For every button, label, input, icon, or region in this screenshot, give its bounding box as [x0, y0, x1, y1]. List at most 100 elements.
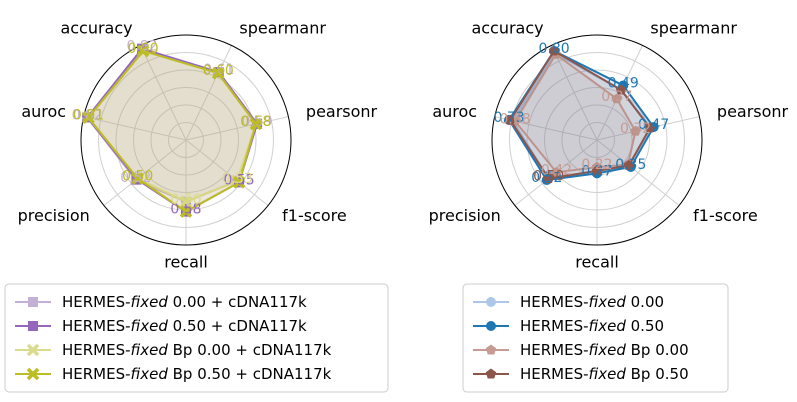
value-label: 0.47: [638, 117, 669, 133]
axis-label: pearsonr: [717, 102, 789, 121]
value-label: 0.81: [73, 108, 104, 124]
axis-label: spearmanr: [239, 19, 326, 38]
marker: [551, 166, 562, 177]
value-label: 0.50: [533, 169, 564, 185]
legend-label: HERMES-fixed 0.00 + cDNA117k: [62, 293, 307, 311]
axis-label: spearmanr: [650, 19, 737, 38]
legend-label-part: fixed: [131, 365, 169, 383]
legend-label-part: fixed: [589, 341, 627, 359]
marker: [548, 45, 560, 56]
legend-label-part: fixed: [131, 317, 169, 335]
legend-box: [4, 283, 389, 393]
marker: [505, 114, 516, 125]
marker: [630, 125, 641, 136]
legend-label: HERMES-fixed 0.50 + cDNA117k: [62, 317, 307, 335]
spoke: [185, 139, 269, 206]
axis-label: auroc: [432, 102, 477, 121]
marker: [179, 205, 193, 218]
legend-label-part: Bp 0.00 + cDNA117k: [168, 341, 332, 359]
legend-label-part: 0.00 + cDNA117k: [168, 293, 307, 311]
series-line: [513, 52, 637, 174]
legend-label-part: Bp 0.50 + cDNA117k: [168, 365, 332, 383]
value-label: 0.52: [531, 170, 562, 186]
spoke: [185, 116, 289, 141]
axis-label: f1-score: [693, 206, 758, 225]
marker: [232, 176, 246, 189]
legend-label-part: fixed: [589, 293, 627, 311]
marker: [26, 367, 40, 381]
spoke: [596, 139, 680, 206]
value-label: 0.59: [241, 114, 272, 130]
legend-label-part: HERMES-: [62, 293, 131, 311]
marker: [136, 44, 150, 58]
legend-label-part: 0.50: [626, 317, 664, 335]
legend-label-part: Bp 0.50: [626, 365, 689, 383]
spoke: [103, 139, 187, 206]
axis-label: f1-score: [282, 206, 347, 225]
marker: [82, 111, 95, 124]
legend-label-part: fixed: [589, 317, 627, 335]
area: [87, 48, 258, 202]
legend-label: HERMES-fixed Bp 0.50 + cDNA117k: [62, 365, 332, 383]
axis-label: precision: [429, 206, 501, 225]
marker: [211, 66, 225, 80]
legend-label: HERMES-fixed 0.00: [520, 293, 664, 311]
value-label: 0.60: [203, 63, 234, 79]
legend-label-part: HERMES-: [520, 317, 589, 335]
marker: [611, 93, 623, 104]
legend-label-part: Bp 0.00: [626, 341, 689, 359]
axis-label: precision: [18, 206, 90, 225]
value-label: 0.27: [581, 163, 612, 179]
marker: [486, 321, 496, 331]
marker: [485, 368, 497, 379]
legend-label-part: fixed: [131, 293, 169, 311]
value-label: 0.55: [224, 172, 255, 188]
legend-label-part: HERMES-: [62, 365, 131, 383]
marker: [131, 172, 144, 185]
value-label: 0.52: [120, 170, 151, 186]
axis-label: recall: [575, 253, 619, 272]
marker: [615, 84, 627, 95]
legend-label-part: HERMES-: [520, 293, 589, 311]
value-label: 0.82: [126, 39, 157, 55]
marker: [644, 122, 656, 133]
spoke: [139, 45, 187, 141]
legend-label-part: 0.50 + cDNA117k: [168, 317, 307, 335]
marker: [179, 195, 193, 209]
marker: [28, 321, 38, 331]
spoke: [83, 116, 187, 141]
legend-label-part: HERMES-: [62, 317, 131, 335]
marker: [26, 343, 40, 357]
axis-label: accuracy: [60, 19, 132, 38]
area: [88, 50, 256, 212]
legend-label-part: HERMES-: [520, 341, 589, 359]
value-label: 0.82: [72, 107, 103, 123]
legend-label-part: HERMES-: [62, 341, 131, 359]
axis-label: accuracy: [471, 19, 543, 38]
series-line: [509, 49, 652, 180]
series-line: [87, 49, 257, 213]
marker: [591, 165, 603, 176]
value-label: 0.58: [240, 114, 271, 130]
value-label: 0.80: [128, 41, 159, 57]
legend-label-part: HERMES-: [520, 365, 589, 383]
axis-label: auroc: [21, 102, 66, 121]
value-label: 0.50: [122, 169, 153, 185]
value-label: 0.32: [620, 121, 651, 137]
legend-label-part: fixed: [589, 365, 627, 383]
area: [515, 54, 636, 173]
area: [87, 48, 258, 212]
marker: [249, 117, 263, 131]
marker: [485, 344, 497, 355]
value-label: 0.49: [608, 75, 639, 91]
legend-label: HERMES-fixed Bp 0.50: [520, 365, 689, 383]
marker: [623, 159, 635, 170]
value-label: 0.22: [581, 157, 612, 173]
value-label: 0.50: [170, 192, 201, 208]
legend-label-part: 0.00: [626, 293, 664, 311]
frame: [491, 34, 703, 246]
area: [510, 50, 650, 179]
spoke: [185, 45, 233, 141]
marker: [486, 297, 496, 307]
